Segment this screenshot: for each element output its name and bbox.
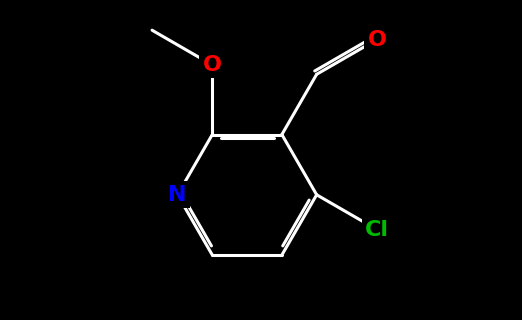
Text: O: O	[367, 29, 386, 50]
Text: N: N	[168, 185, 187, 205]
Text: O: O	[203, 55, 222, 75]
Text: Cl: Cl	[365, 220, 389, 240]
